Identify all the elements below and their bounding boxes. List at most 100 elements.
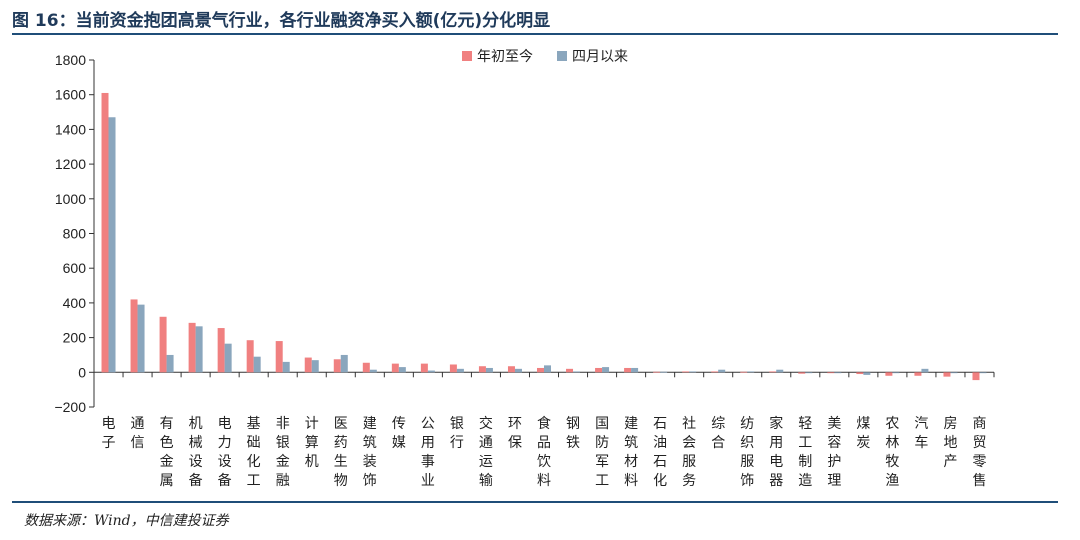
- bar-since-april-28: [892, 372, 900, 374]
- category-label: 房地产: [943, 416, 957, 470]
- bar-ytd-18: [595, 367, 603, 373]
- bar-since-april-8: [311, 360, 319, 373]
- bar-since-april-14: [485, 367, 493, 373]
- bar-ytd-24: [769, 371, 777, 373]
- legend-label-2: 四月以来: [572, 49, 628, 65]
- bar-since-april-18: [602, 367, 610, 373]
- bar-since-april-30: [950, 372, 958, 374]
- bar-ytd-5: [217, 328, 225, 373]
- bar-since-april-13: [456, 368, 464, 373]
- category-label: 建筑装饰: [363, 416, 377, 489]
- y-tick-label: 400: [63, 295, 87, 311]
- bar-ytd-27: [856, 372, 864, 375]
- category-label: 汽车: [914, 416, 928, 451]
- bar-ytd-12: [420, 363, 428, 373]
- category-label: 传媒: [392, 416, 406, 451]
- y-tick-label: 1200: [55, 156, 86, 172]
- category-label: 环保: [508, 416, 522, 451]
- bar-ytd-19: [624, 367, 632, 373]
- category-label: 石油石化: [653, 416, 667, 489]
- bar-ytd-10: [362, 362, 370, 373]
- bar-ytd-29: [914, 372, 922, 376]
- bar-since-april-20: [660, 371, 668, 373]
- y-tick-label: 200: [63, 330, 87, 346]
- bar-since-april-26: [834, 372, 842, 374]
- category-label: 轻工制造: [798, 416, 812, 489]
- bar-ytd-7: [275, 341, 283, 373]
- bar-ytd-21: [682, 371, 690, 373]
- bar-since-april-7: [282, 361, 290, 373]
- bar-since-april-1: [108, 117, 116, 373]
- bar-since-april-4: [195, 326, 203, 373]
- category-label: 交通运输: [479, 415, 493, 489]
- bar-since-april-17: [573, 371, 581, 373]
- bar-ytd-6: [246, 340, 254, 373]
- source-note: 数据来源：Wind，中信建投证券: [24, 513, 229, 529]
- bar-since-april-3: [166, 354, 174, 373]
- bar-since-april-15: [514, 368, 522, 373]
- bar-ytd-31: [972, 372, 980, 381]
- bar-since-april-31: [979, 372, 987, 374]
- bar-since-april-21: [689, 371, 697, 373]
- bar-ytd-2: [130, 299, 138, 373]
- y-tick-label: 1800: [55, 52, 86, 68]
- bar-ytd-13: [449, 364, 457, 373]
- bar-since-april-16: [544, 365, 551, 373]
- category-label: 农林牧渔: [885, 416, 899, 489]
- bar-ytd-28: [885, 372, 893, 376]
- y-tick-label: 600: [63, 260, 87, 276]
- category-label: 商贸零售: [972, 416, 986, 489]
- bar-since-april-27: [863, 372, 871, 375]
- category-label: 基础化工: [247, 415, 261, 489]
- category-label: 食品饮料: [537, 415, 551, 489]
- legend-label-1: 年初至今: [477, 48, 533, 65]
- bar-ytd-9: [333, 359, 341, 373]
- category-label: 电力设备: [218, 416, 232, 489]
- bar-since-april-29: [921, 368, 929, 373]
- y-tick-label: 1600: [55, 87, 86, 103]
- y-tick-label: −200: [54, 399, 86, 415]
- chart-title: 图 16：当前资金抱团高景气行业，各行业融资净买入额(亿元)分化明显: [12, 11, 551, 31]
- bar-ytd-16: [537, 367, 544, 373]
- bar-ytd-30: [943, 372, 951, 377]
- title-rule: [12, 33, 1058, 35]
- bar-since-april-24: [776, 369, 784, 373]
- bar-ytd-1: [101, 92, 109, 373]
- category-label: 纺织服饰: [740, 416, 754, 489]
- bar-ytd-3: [159, 316, 167, 373]
- bar-since-april-12: [427, 370, 435, 373]
- category-label: 美容护理: [827, 416, 841, 489]
- category-label: 机械设备: [189, 416, 203, 489]
- bar-since-april-9: [340, 354, 348, 373]
- bar-ytd-17: [566, 368, 574, 373]
- bar-ytd-15: [507, 366, 515, 373]
- category-label: 建筑材料: [624, 416, 638, 489]
- bar-ytd-26: [827, 372, 835, 374]
- category-label: 有色金属: [160, 416, 174, 489]
- legend-swatch-2: [557, 51, 567, 61]
- bar-since-april-19: [631, 367, 639, 373]
- category-label: 医药生物: [334, 416, 348, 489]
- bar-ytd-8: [304, 357, 312, 373]
- category-label: 综合: [711, 416, 725, 451]
- legend-swatch-1: [462, 51, 472, 61]
- bar-since-april-11: [398, 367, 406, 373]
- y-tick-label: 0: [78, 364, 86, 380]
- y-tick-label: 800: [63, 226, 87, 242]
- category-label: 国防军工: [595, 416, 609, 489]
- y-tick-label: 1400: [55, 121, 86, 137]
- y-tick-label: 1000: [55, 191, 86, 207]
- bar-ytd-4: [188, 322, 196, 373]
- bar-since-april-5: [224, 343, 232, 373]
- bar-ytd-25: [798, 372, 806, 374]
- bar-since-april-10: [369, 369, 377, 373]
- bar-ytd-22: [711, 371, 719, 373]
- bar-since-april-6: [253, 356, 261, 373]
- category-label: 计算机: [305, 416, 319, 470]
- category-label: 钢铁: [566, 416, 580, 451]
- bar-ytd-23: [740, 371, 748, 373]
- bar-since-april-23: [747, 371, 755, 373]
- bar-ytd-20: [653, 371, 661, 373]
- category-label: 社会服务: [682, 416, 696, 489]
- category-label: 公用事业: [421, 416, 435, 489]
